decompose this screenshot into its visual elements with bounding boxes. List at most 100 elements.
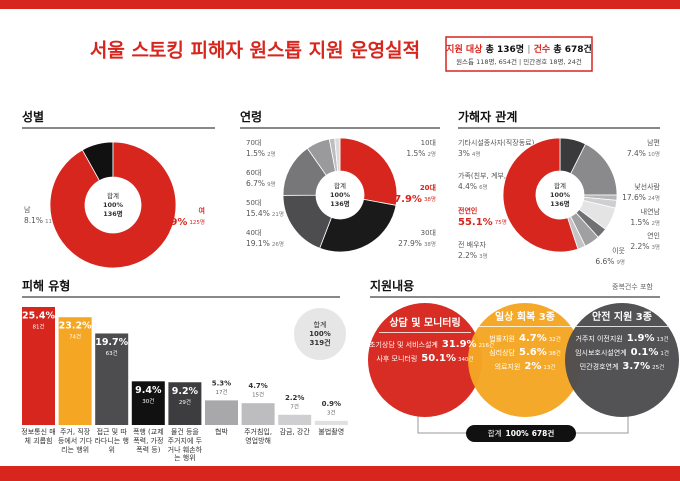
- bar: [22, 307, 55, 425]
- slice-value: 2.2% 3명: [630, 242, 660, 251]
- slice-pct: 7.4%: [627, 149, 646, 158]
- slice-name: 기타시설종사자(직장동료): [458, 138, 535, 147]
- slice-value: 1.5% 2명: [406, 149, 436, 158]
- slice-count: 10명: [648, 151, 660, 158]
- total-text: 100%: [309, 330, 331, 338]
- item-name: 법률지원: [489, 335, 515, 343]
- bar-value: 19.7%: [95, 337, 128, 348]
- slice-name: 20대: [420, 183, 436, 192]
- slice-count: 2명: [267, 151, 276, 158]
- item-count: 340건: [458, 357, 474, 363]
- slice-pct: 15.4%: [246, 209, 270, 218]
- item-count: 32건: [548, 337, 561, 343]
- slice-pct: 8.1%: [24, 216, 43, 225]
- slice-value: 1.5% 2명: [630, 218, 660, 227]
- donut-slice: [319, 198, 397, 253]
- slice-count: 26명: [272, 241, 284, 248]
- slice-count: 11명: [45, 218, 57, 225]
- page-title: 서울 스토킹 피해자 원스톱 지원 운영실적: [90, 40, 420, 62]
- separator: |: [527, 45, 530, 55]
- bar-count: 3건: [327, 409, 336, 416]
- slice-value: 6.6% 9명: [595, 257, 625, 266]
- item-name: 심리상담: [489, 349, 515, 357]
- support-group-title: 상담 및 모니터링: [379, 314, 471, 333]
- support-group: 상담 및 모니터링 초기상담 및 서비스설계 31.9% 216건 사후 모니터링 50.…: [369, 314, 494, 367]
- item-pct: 31.9%: [441, 339, 477, 350]
- slice-count: 9명: [616, 259, 625, 266]
- slice-value: 6.7% 9명: [246, 179, 276, 188]
- donut-slice: [502, 137, 579, 253]
- section-title: 성별: [22, 110, 45, 124]
- total-badge: [294, 308, 346, 360]
- x-tick-label: 주거, 직장 등에서 기다리는 행위: [57, 428, 93, 454]
- slice-name: 30대: [421, 229, 436, 237]
- support-group: 일상 회복 3종 법률지원 4.7% 32건 심리상담 5.6% 38건 의료지원 2% 13건: [469, 308, 581, 375]
- support-item: 법률지원 4.7% 32건: [469, 333, 581, 344]
- item-count: 216건: [478, 343, 495, 349]
- slice-count: 38명: [424, 196, 436, 203]
- donut-slice: [49, 141, 177, 269]
- support-group-title: 안전 지원 3종: [576, 308, 668, 327]
- slice-value: 4.4% 6명: [458, 182, 488, 191]
- item-count: 13건: [543, 365, 556, 371]
- bar-value: 9.4%: [135, 385, 162, 396]
- slice-count: 9명: [267, 181, 276, 188]
- bar: [241, 403, 275, 425]
- support-group: 안전 지원 3종 거주지 이전지원 1.9% 13건 임시보호시설연계 0.1% 1건 민간경…: [566, 308, 678, 375]
- slice-pct: 19.1%: [246, 239, 270, 248]
- bar: [278, 414, 312, 425]
- support-circle: [468, 303, 582, 417]
- support-group-title: 일상 회복 3종: [479, 308, 571, 327]
- slice-name: 40대: [246, 229, 261, 237]
- bar: [314, 420, 348, 425]
- bar-count: 81건: [32, 324, 44, 331]
- item-pct: 0.1%: [630, 347, 659, 358]
- bar-count: 63건: [106, 350, 118, 357]
- slice-pct: 55.1%: [458, 217, 493, 228]
- bar: [168, 382, 202, 425]
- section-title: 연령: [240, 110, 263, 124]
- bar-count: 29건: [179, 399, 191, 406]
- slice-count: 3명: [651, 244, 660, 251]
- slice-count: 38명: [424, 241, 436, 248]
- bar-count: 17건: [215, 389, 227, 396]
- donut-slice: [334, 137, 341, 172]
- bar-value: 9.2%: [172, 386, 199, 397]
- total-text: 합계: [314, 320, 327, 329]
- section-title: 지원내용: [370, 279, 415, 293]
- slice-count: 3명: [479, 253, 488, 260]
- bar: [131, 381, 165, 425]
- slice-value: 91.9% 125명: [153, 217, 205, 228]
- slice-value: 17.6% 24명: [622, 193, 660, 202]
- slice-value: 7.4% 10명: [627, 149, 660, 158]
- bar-value: 23.2%: [59, 321, 92, 332]
- target-value: 총 136명: [486, 43, 524, 55]
- slice-name: 낯선사람: [634, 182, 660, 191]
- donut-center: 136명: [103, 209, 123, 218]
- slice-value: 55.1% 75명: [458, 217, 507, 228]
- count-label: 건수: [534, 43, 551, 55]
- slice-name: 10대: [421, 139, 436, 147]
- slice-pct: 91.9%: [153, 217, 188, 228]
- slice-pct: 2.2%: [630, 242, 649, 251]
- bar-count: 74건: [69, 334, 81, 341]
- slice-name: 남편: [647, 138, 660, 147]
- section-note: 중복건수 포함: [612, 283, 653, 291]
- summary-detail: 원스톱 118명, 654건 | 민간경호 18명, 24건: [456, 57, 582, 66]
- slice-value: 1.5% 2명: [246, 149, 276, 158]
- item-count: 13건: [656, 337, 669, 343]
- bar-value: 5.3%: [212, 379, 231, 387]
- x-tick-label: 정보통신 매체 괴롭힘: [21, 428, 56, 445]
- slice-value: 2.2% 3명: [458, 251, 488, 260]
- bar: [58, 317, 92, 425]
- bar-value: 4.7%: [248, 382, 267, 390]
- x-tick-label: 물건 등을 주거지에 두거나 훼손하는 행위: [167, 428, 203, 463]
- slice-count: 2명: [427, 151, 436, 158]
- slice-name: 남: [24, 205, 31, 214]
- slice-value: 27.9% 38명: [387, 194, 436, 205]
- bottom-band: [0, 466, 680, 481]
- item-count: 25건: [652, 365, 665, 371]
- donut-center: 100%: [550, 191, 571, 199]
